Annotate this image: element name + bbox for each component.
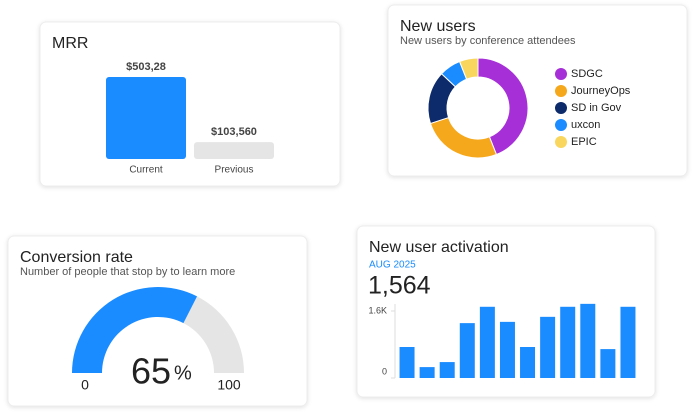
- bar: [459, 323, 475, 378]
- legend-label: SD in Gov: [571, 102, 622, 114]
- bar: [419, 367, 435, 378]
- legend-swatch: [555, 136, 567, 148]
- bar: [106, 77, 186, 159]
- legend-label: JourneyOps: [571, 85, 631, 97]
- bar: [439, 362, 455, 378]
- value-label: $103,560: [211, 126, 257, 138]
- card-subtitle: Number of people that stop by to learn m…: [20, 266, 235, 278]
- bar: [620, 306, 636, 378]
- gauge-track: [183, 296, 244, 373]
- card-title: New users: [400, 18, 476, 35]
- legend-swatch: [555, 102, 567, 114]
- bar: [399, 347, 415, 378]
- x-tick-label: Previous: [215, 165, 254, 176]
- gauge-max: 100: [217, 377, 241, 393]
- bar: [520, 347, 536, 378]
- gauge-value: [72, 286, 198, 373]
- bar: [194, 142, 274, 159]
- legend-swatch: [555, 119, 567, 131]
- legend-label: SDGC: [571, 68, 603, 80]
- card: [387, 4, 688, 177]
- x-tick-label: Current: [129, 165, 163, 176]
- bar: [560, 306, 576, 378]
- value-label: $503,28: [126, 61, 166, 73]
- bar: [580, 303, 596, 378]
- legend-label: EPIC: [571, 136, 597, 148]
- card-title: Conversion rate: [20, 249, 133, 266]
- legend-swatch: [555, 68, 567, 80]
- card-title: MRR: [52, 35, 88, 52]
- kpi-value: 1,564: [368, 272, 431, 300]
- bar: [600, 349, 616, 378]
- bar: [540, 316, 556, 378]
- bar: [499, 321, 515, 378]
- legend-label: uxcon: [571, 119, 600, 131]
- gauge-unit: %: [174, 362, 192, 384]
- bar: [479, 306, 495, 378]
- gauge-min: 0: [81, 377, 89, 393]
- card-subtitle: New users by conference attendees: [400, 35, 576, 47]
- y-tick-label: 0: [382, 366, 387, 376]
- donut-slice: [477, 57, 529, 156]
- donut-slice: [458, 57, 479, 80]
- gauge-value-label: 65: [131, 351, 171, 392]
- y-tick-label: 1.6K: [368, 305, 387, 315]
- card-subtitle: AUG 2025: [369, 260, 416, 271]
- legend-swatch: [555, 85, 567, 97]
- card-title: New user activation: [369, 239, 509, 256]
